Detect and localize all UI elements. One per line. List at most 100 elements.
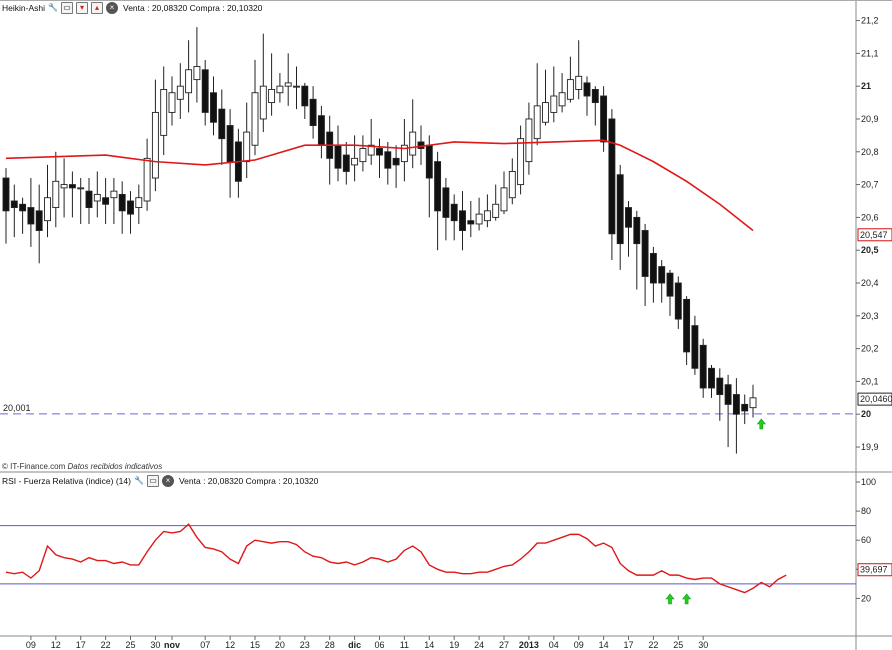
candle-body — [176, 85, 184, 100]
rsi-tick-label: 80 — [861, 506, 871, 516]
time-tick-label: 04 — [549, 640, 559, 650]
candle-body — [558, 92, 566, 107]
candle-body — [450, 203, 458, 222]
candle-body — [608, 118, 616, 235]
candle-body — [77, 187, 85, 190]
price-tick-label: 20,6 — [861, 212, 879, 222]
price-tick-label: 19,9 — [861, 442, 879, 452]
rsi-tick-label: 60 — [861, 535, 871, 545]
candle-body — [251, 92, 259, 146]
price-tick-label: 20,5 — [861, 245, 879, 255]
rsi-signal-arrow — [665, 593, 675, 605]
candle-body — [309, 98, 317, 126]
candle-body — [467, 220, 475, 225]
candle-body — [616, 174, 624, 245]
candle-body — [44, 197, 51, 222]
time-tick-label: 11 — [400, 640, 409, 650]
candle-body — [376, 148, 383, 156]
time-tick-label: 28 — [325, 640, 335, 650]
price-panel-quote: Venta : 20,08320 Compra : 20,10320 — [123, 3, 263, 13]
candle-body — [10, 200, 18, 209]
data-source: © IT-Finance.com Datos recibidos indicat… — [2, 462, 162, 471]
candle-body — [218, 108, 226, 140]
time-tick-label: 15 — [250, 640, 260, 650]
price-tick-label: 20,7 — [861, 180, 879, 190]
candle-body — [566, 79, 574, 100]
candle-body — [583, 82, 591, 97]
buy-signal-arrow — [756, 418, 766, 430]
candle-body — [392, 157, 400, 166]
window-icon[interactable]: ▭ — [146, 475, 159, 487]
candle-body — [434, 161, 442, 212]
candle-body — [409, 131, 417, 156]
time-tick-label: 25 — [125, 640, 135, 650]
candle-body — [2, 177, 10, 212]
time-tick-label: nov — [164, 640, 180, 650]
candle-body — [268, 89, 276, 104]
price-tick-label: 21,2 — [861, 16, 879, 26]
candle-body — [276, 85, 284, 94]
candle-body — [384, 151, 392, 169]
candle-body — [575, 75, 583, 90]
last-price-tag-box — [857, 392, 892, 406]
price-tick-label: 20,2 — [861, 344, 879, 354]
time-tick-label: 14 — [599, 640, 609, 650]
rsi-tick-label: 20 — [861, 593, 871, 603]
candle-body — [243, 131, 251, 163]
candle-body — [334, 144, 342, 169]
last-price-tag: 20,04605 — [860, 394, 892, 404]
wrench-icon[interactable]: 🔧 — [133, 476, 144, 485]
rsi-panel-title: RSI - Fuerza Relativa (indice) (14) — [2, 476, 131, 486]
candle-body — [417, 141, 425, 149]
candle-body — [293, 85, 300, 88]
price-tick-label: 20,8 — [861, 147, 879, 157]
candle-body — [127, 200, 134, 215]
time-tick-label: 20 — [275, 640, 285, 650]
candle-body — [102, 197, 110, 205]
time-tick-label: dic — [348, 640, 361, 650]
candle-body — [716, 377, 724, 395]
time-tick-label: 17 — [623, 640, 633, 650]
down-icon[interactable]: ▾ — [76, 2, 88, 14]
time-tick-label: 23 — [300, 640, 310, 650]
price-tick-label: 20 — [861, 409, 871, 419]
rsi-line — [5, 523, 787, 594]
candle-body — [168, 92, 176, 113]
candle-body — [226, 125, 234, 163]
candle-body — [542, 102, 549, 123]
candle-body — [525, 118, 533, 163]
price-tick-label: 21,1 — [861, 48, 879, 58]
ma-value-tag-box — [857, 228, 892, 242]
close-icon[interactable]: × — [106, 2, 118, 14]
candle-body — [160, 89, 168, 136]
candle-body — [683, 298, 691, 353]
time-tick-label: 06 — [374, 640, 384, 650]
candle-body — [259, 85, 267, 120]
candle-body — [724, 384, 732, 405]
close-icon[interactable]: × — [161, 475, 174, 487]
candle-body — [508, 171, 516, 199]
window-icon[interactable]: ▭ — [61, 2, 73, 14]
candle-body — [60, 184, 68, 189]
time-tick-label: 24 — [474, 640, 484, 650]
candle-body — [658, 266, 666, 284]
candle-body — [135, 197, 143, 209]
candle-body — [317, 115, 325, 146]
candle-body — [708, 367, 715, 389]
candle-body — [749, 397, 757, 409]
price-panel-title: Heikin-Ashi — [2, 3, 45, 13]
up-icon[interactable]: ▴ — [91, 2, 103, 14]
candle-body — [475, 213, 483, 225]
candle-body — [351, 157, 359, 166]
candle-body — [517, 138, 525, 186]
candle-body — [649, 253, 657, 284]
candle-body — [359, 148, 367, 163]
candle-body — [483, 210, 491, 222]
candle-body — [367, 144, 375, 156]
candle-body — [342, 154, 350, 172]
time-tick-label: 12 — [225, 640, 235, 650]
time-tick-label: 30 — [698, 640, 708, 650]
time-tick-label: 09 — [26, 640, 36, 650]
wrench-icon[interactable]: 🔧 — [48, 3, 58, 12]
time-tick-label: 30 — [150, 640, 160, 650]
